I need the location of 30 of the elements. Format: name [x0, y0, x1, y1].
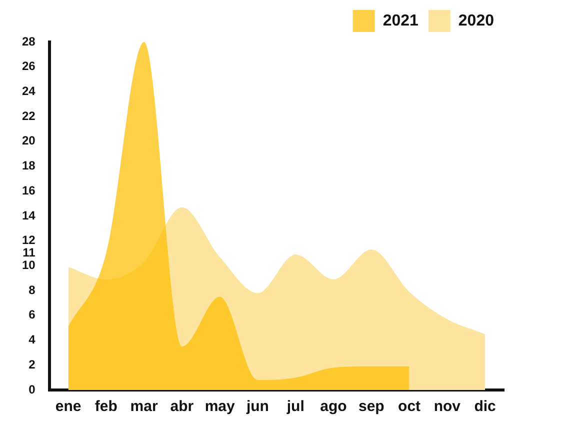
- y-tick-label: 28: [22, 34, 36, 48]
- y-tick-label: 24: [22, 84, 36, 98]
- x-tick-label: feb: [94, 398, 118, 416]
- x-tick-label: ene: [55, 398, 82, 416]
- y-tick-label: 11: [22, 246, 36, 260]
- y-tick-label: 20: [22, 134, 36, 148]
- y-tick-label: 22: [22, 108, 36, 123]
- y-tick-label: 6: [28, 308, 36, 322]
- y-tick-label: 26: [22, 59, 36, 74]
- x-tick-label: may: [204, 398, 236, 416]
- y-tick-label: 10: [22, 258, 36, 272]
- x-tick-label: jun: [245, 398, 269, 416]
- x-tick-label: oct: [398, 398, 421, 416]
- x-tick-label: nov: [434, 398, 462, 416]
- x-tick-label: jul: [286, 398, 304, 416]
- y-tick-label: 0: [28, 382, 36, 396]
- legend-label: 2020: [458, 12, 494, 30]
- x-tick-label: ago: [320, 398, 347, 416]
- y-tick-label: 2: [28, 357, 36, 372]
- y-tick-label: 4: [28, 332, 36, 347]
- x-tick-label: dic: [474, 398, 496, 416]
- y-tick-label: 16: [22, 183, 36, 198]
- x-tick-label: sep: [358, 398, 384, 416]
- y-tick-label: 12: [22, 233, 36, 248]
- y-tick-label: 14: [22, 208, 36, 222]
- legend-label: 2021: [382, 12, 419, 30]
- y-tick-label: 18: [22, 158, 36, 173]
- y-tick-label: 8: [28, 282, 36, 297]
- x-tick-label: mar: [130, 398, 158, 416]
- x-tick-label: abr: [170, 398, 194, 416]
